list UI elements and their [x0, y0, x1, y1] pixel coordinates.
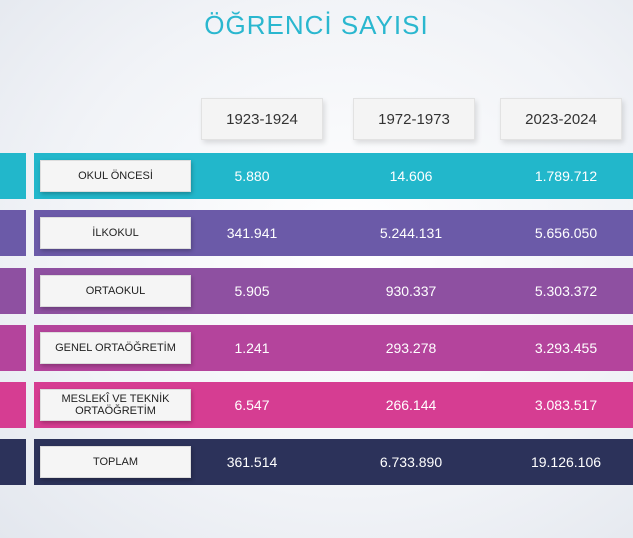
- row-label: MESLEKÎ VE TEKNİK ORTAÖĞRETİM: [40, 389, 191, 421]
- row-color-stub: [0, 210, 26, 256]
- value-cell: 293.278: [385, 340, 437, 356]
- column-header-2023-2024: 2023-2024: [500, 98, 622, 140]
- table-row: MESLEKÎ VE TEKNİK ORTAÖĞRETİM 6.547 266.14…: [0, 382, 633, 428]
- value-cell: 1.241: [234, 340, 270, 356]
- row-label: GENEL ORTAÖĞRETİM: [40, 332, 191, 364]
- value-cell: 19.126.106: [530, 454, 602, 470]
- table-row: GENEL ORTAÖĞRETİM 1.241 293.278 3.293.455: [0, 325, 633, 371]
- value-cell: 341.941: [226, 225, 278, 241]
- value-cell: 6.733.890: [379, 454, 443, 470]
- value-cell: 3.083.517: [534, 397, 598, 413]
- row-color-stub: [0, 382, 26, 428]
- row-label: ORTAOKUL: [40, 275, 191, 307]
- value-cell: 5.303.372: [534, 283, 598, 299]
- value-cell: 14.606: [389, 168, 433, 184]
- row-color-stub: [0, 325, 26, 371]
- table-row: TOPLAM 361.514 6.733.890 19.126.106: [0, 439, 633, 485]
- row-color-stub: [0, 153, 26, 199]
- row-color-stub: [0, 268, 26, 314]
- row-label: OKUL ÖNCESİ: [40, 160, 191, 192]
- value-cell: 5.880: [234, 168, 270, 184]
- value-cell: 5.656.050: [534, 225, 598, 241]
- table-row: OKUL ÖNCESİ 5.880 14.606 1.789.712: [0, 153, 633, 199]
- value-cell: 930.337: [385, 283, 437, 299]
- value-cell: 6.547: [234, 397, 270, 413]
- row-color-stub: [0, 439, 26, 485]
- chart-title: ÖĞRENCİ SAYISI: [204, 10, 429, 40]
- value-cell: 361.514: [226, 454, 278, 470]
- table-row: ORTAOKUL 5.905 930.337 5.303.372: [0, 268, 633, 314]
- value-cell: 266.144: [385, 397, 437, 413]
- value-cell: 5.244.131: [379, 225, 443, 241]
- value-cell: 5.905: [234, 283, 270, 299]
- value-cell: 3.293.455: [534, 340, 598, 356]
- column-header-1972-1973: 1972-1973: [353, 98, 475, 140]
- value-cell: 1.789.712: [534, 168, 598, 184]
- table-row: İLKOKUL 341.941 5.244.131 5.656.050: [0, 210, 633, 256]
- row-label: TOPLAM: [40, 446, 191, 478]
- column-header-1923-1924: 1923-1924: [201, 98, 323, 140]
- row-label: İLKOKUL: [40, 217, 191, 249]
